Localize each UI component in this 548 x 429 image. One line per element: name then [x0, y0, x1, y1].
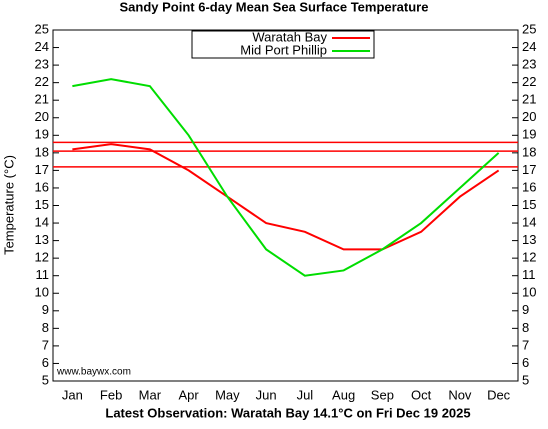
- y2-tick-label: 5: [522, 372, 529, 387]
- y2-tick-label: 16: [522, 179, 536, 194]
- y2-tick-label: 15: [522, 197, 536, 212]
- x-tick-label: Sep: [371, 387, 394, 402]
- legend-label: Waratah Bay: [252, 29, 327, 44]
- y-tick-label: 10: [35, 285, 49, 300]
- y2-tick-label: 18: [522, 144, 536, 159]
- y-tick-label: 5: [42, 372, 49, 387]
- y2-tick-label: 8: [522, 320, 529, 335]
- y-tick-label: 22: [35, 74, 49, 89]
- y-tick-label: 7: [42, 337, 49, 352]
- y2-tick-label: 19: [522, 127, 536, 142]
- y-tick-label: 25: [35, 21, 49, 36]
- y-tick-label: 20: [35, 109, 49, 124]
- x-tick-label: Jun: [256, 387, 277, 402]
- x-tick-label: Jul: [297, 387, 314, 402]
- x-tick-label: Apr: [179, 387, 200, 402]
- x-tick-label: Jan: [62, 387, 83, 402]
- series-line: [72, 78, 500, 277]
- y-tick-label: 9: [42, 302, 49, 317]
- y-tick-label: 8: [42, 320, 49, 335]
- y2-tick-label: 24: [522, 39, 536, 54]
- y2-tick-label: 6: [522, 355, 529, 370]
- legend-label: Mid Port Phillip: [240, 42, 327, 57]
- x-tick-label: Dec: [487, 387, 511, 402]
- legend-box: [191, 30, 375, 59]
- y-tick-label: 14: [35, 214, 49, 229]
- footer: Latest Observation: Waratah Bay 14.1°C o…: [105, 405, 470, 420]
- x-tick-label: Oct: [411, 387, 432, 402]
- y2-tick-label: 22: [522, 74, 536, 89]
- chart-title: Sandy Point 6-day Mean Sea Surface Tempe…: [120, 0, 429, 14]
- y-tick-label: 16: [35, 179, 49, 194]
- y-tick-label: 17: [35, 162, 49, 177]
- y-tick-label: 12: [35, 250, 49, 265]
- y2-tick-label: 17: [522, 162, 536, 177]
- y2-tick-label: 12: [522, 250, 536, 265]
- y2-tick-label: 14: [522, 214, 536, 229]
- y2-tick-label: 7: [522, 337, 529, 352]
- y2-tick-label: 13: [522, 232, 536, 247]
- y-axis-label: Temperature (°C): [1, 155, 16, 255]
- y-tick-label: 13: [35, 232, 49, 247]
- y-tick-label: 18: [35, 144, 49, 159]
- y2-tick-label: 21: [522, 92, 536, 107]
- y2-tick-label: 23: [522, 57, 536, 72]
- y2-tick-label: 11: [522, 267, 536, 282]
- series-line: [72, 143, 500, 251]
- y-tick-label: 11: [36, 267, 50, 282]
- y2-tick-label: 20: [522, 109, 536, 124]
- y-tick-label: 23: [35, 57, 49, 72]
- x-tick-label: May: [215, 387, 240, 402]
- y-tick-label: 6: [42, 355, 49, 370]
- y-tick-label: 21: [35, 92, 49, 107]
- watermark: www.baywx.com: [56, 367, 131, 378]
- x-tick-label: Mar: [139, 387, 162, 402]
- x-tick-label: Aug: [332, 387, 355, 402]
- y-tick-label: 24: [35, 39, 49, 54]
- plot-frame: [52, 29, 519, 382]
- y2-tick-label: 10: [522, 285, 536, 300]
- y-tick-label: 15: [35, 197, 49, 212]
- y2-tick-label: 25: [522, 21, 536, 36]
- x-tick-label: Feb: [100, 387, 122, 402]
- x-tick-label: Nov: [448, 387, 472, 402]
- y2-tick-label: 9: [522, 302, 529, 317]
- y-tick-label: 19: [35, 127, 49, 142]
